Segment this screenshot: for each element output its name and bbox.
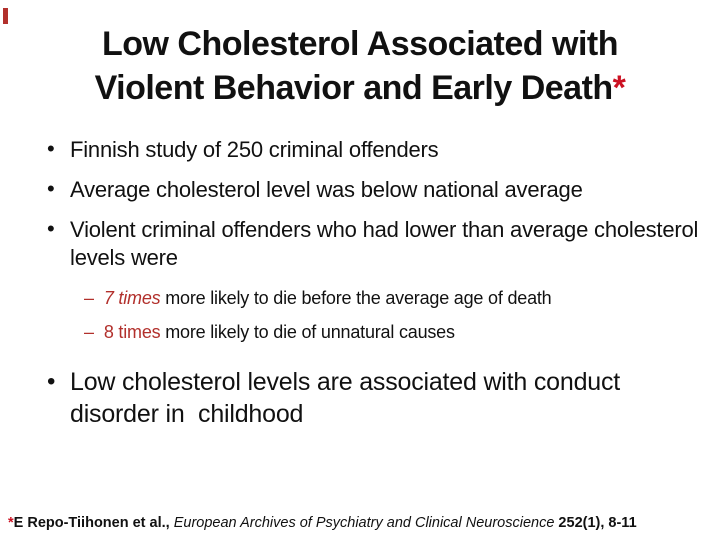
sub-bullet-7-times-text: more likely to die before the average ag… bbox=[160, 288, 552, 309]
sub-bullet-dash: – bbox=[84, 321, 94, 342]
title-line-2: Violent Behavior and Early Death* bbox=[0, 66, 720, 110]
footnote-authors: E Repo-Tiihonen et al., bbox=[13, 514, 174, 531]
footnote-citation: *E Repo-Tiihonen et al., European Archiv… bbox=[8, 515, 637, 532]
highlight-8-times: 8 times bbox=[103, 321, 161, 342]
corner-accent-mark bbox=[3, 8, 8, 24]
footnote-asterisk: * bbox=[8, 514, 14, 531]
sub-bullet-8-times: –8 times more likely to die of unnatural… bbox=[84, 322, 720, 344]
closing-bullet-list: Low cholesterol levels are associated wi… bbox=[47, 367, 720, 430]
slide-title: Low Cholesterol Associated with Violent … bbox=[0, 0, 720, 110]
footnote-volume-pages: 252(1), 8-11 bbox=[554, 514, 637, 531]
footnote-journal-name: European Archives of Psychiatry and Clin… bbox=[173, 514, 555, 531]
slide-body: Finnish study of 250 criminal offenders … bbox=[0, 135, 720, 430]
sub-bullet-list: –7 times more likely to die before the a… bbox=[84, 288, 720, 343]
bullet-list: Finnish study of 250 criminal offenders … bbox=[47, 135, 720, 272]
bullet-item-conduct-disorder: Low cholesterol levels are associated wi… bbox=[47, 367, 630, 430]
sub-bullet-dash: – bbox=[84, 288, 94, 309]
title-line-1: Low Cholesterol Associated with bbox=[102, 25, 618, 63]
bullet-item-violent-offenders: Violent criminal offenders who had lower… bbox=[47, 215, 705, 272]
sub-bullet-8-times-text: more likely to die of unnatural causes bbox=[160, 321, 455, 342]
highlight-7-times: 7 times bbox=[103, 288, 161, 309]
title-asterisk: * bbox=[612, 69, 626, 108]
sub-bullet-7-times: –7 times more likely to die before the a… bbox=[84, 288, 720, 310]
title-line-2-text: Violent Behavior and Early Death bbox=[94, 69, 614, 108]
bullet-item-average-cholesterol: Average cholesterol level was below nati… bbox=[47, 175, 705, 204]
bullet-item-finnish-study: Finnish study of 250 criminal offenders bbox=[47, 135, 705, 164]
